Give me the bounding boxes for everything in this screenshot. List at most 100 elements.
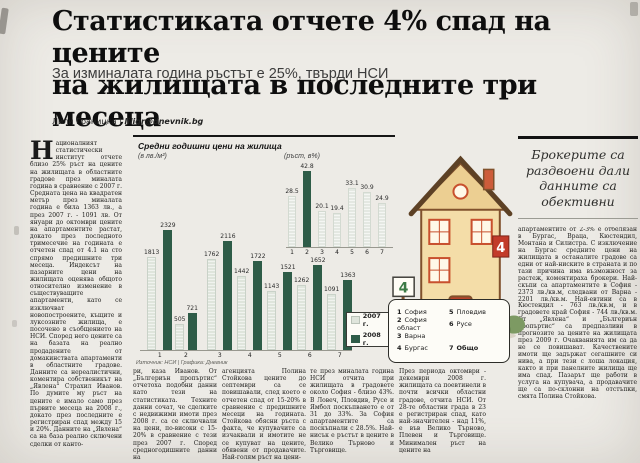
x-tick: 6 (365, 249, 369, 256)
legend-city-3: 3 Варна (397, 332, 449, 340)
x-tick: 5 (277, 352, 282, 359)
price-bars-plot: 1813 2329 1 505 721 2 1762 2116 3 1442 1722 4 1143 15… (140, 222, 356, 359)
growth-value-label: 42.8 (300, 163, 314, 170)
growth-bar-fill (318, 211, 326, 247)
headline-line-1: Статистиката отчете 4% спад на цените (52, 6, 551, 69)
headline-line-2: на жилищата в последните три месеца (52, 70, 537, 133)
bar-column: 1091 (324, 286, 339, 350)
bar-value-label: 1262 (294, 277, 310, 284)
bar-2008 (283, 272, 293, 350)
legend-city-name: Варна (404, 332, 426, 340)
bar-value-label: 505 (174, 316, 186, 323)
growth-bar-highlight (303, 171, 311, 247)
bar-column: 1262 (294, 277, 309, 350)
price-bar-pair: 1442 1722 4 (234, 253, 266, 359)
x-tick: 6 (307, 352, 312, 359)
legend-label-2008: 2008 г. (362, 331, 381, 347)
bar-value-label: 1652 (310, 257, 326, 264)
growth-value-label: 33.1 (345, 180, 359, 187)
chart-top-rule (133, 135, 395, 137)
bar-column: 2116 (220, 233, 236, 350)
dropcap: Н (30, 140, 54, 165)
bar-value-label: 1363 (340, 272, 356, 279)
bar-column: 1442 (234, 268, 249, 350)
scan-artifact (0, 7, 9, 35)
x-tick: 4 (335, 249, 339, 256)
chimney (482, 168, 495, 191)
bar-column: 721 (186, 305, 198, 350)
article-column-4: те през миналата година НСИ отчита при ж… (310, 368, 394, 454)
bar-value-label: 2116 (220, 233, 236, 240)
bar-value-label: 2329 (160, 222, 176, 229)
legend-city-4: 4 Бургас (397, 344, 449, 352)
growth-value-label: 24.9 (375, 195, 389, 202)
price-bar-pair: 1762 2116 3 (204, 233, 236, 359)
legend-city-name: Общо (456, 344, 479, 352)
x-tick: 1 (290, 249, 294, 256)
legend-entry-2007: 2007 г. (351, 312, 388, 328)
article-column-5: През периода октомври - декември 2008 г.… (399, 368, 486, 454)
growth-bar-fill (288, 196, 296, 247)
legend-entry-2008: 2008 г. (351, 331, 388, 347)
legend-label-2007: 2007 г. (362, 312, 381, 328)
legend-city-6: 6 Русе (449, 320, 501, 328)
bar-2007 (175, 324, 185, 350)
legend-city-7: 7 Общо (449, 344, 501, 352)
growth-bar: 20.1 3 (315, 203, 329, 256)
chart-title: Средни годишни цени на жилища (138, 141, 282, 151)
legend-city-number: 6 (449, 320, 454, 328)
x-tick: 3 (320, 249, 324, 256)
bar-2008 (163, 230, 173, 350)
byline: Лили Границка | liligr@dnevnik.bg (52, 117, 203, 126)
bar-2008 (223, 241, 233, 350)
bar-value-label: 1722 (250, 253, 266, 260)
legend-city-number: 1 (397, 308, 402, 316)
growth-bar-fill (378, 203, 386, 247)
byline-email: liligr@dnevnik.bg (124, 117, 204, 126)
bar-value-label: 1442 (234, 268, 250, 275)
banner-sign (492, 235, 510, 258)
window-mullions (429, 219, 492, 283)
bar-2007 (207, 259, 217, 350)
bar-value-label: 1762 (204, 251, 220, 258)
x-tick: 4 (247, 352, 252, 359)
bar-column: 505 (174, 316, 185, 350)
x-tick: 3 (217, 352, 222, 359)
legend-city-2: 2 София област (397, 316, 449, 332)
legend-city-number: 2 (397, 316, 402, 324)
x-tick: 2 (184, 352, 188, 359)
legend-city-number: 4 (397, 344, 402, 352)
bar-2007 (297, 285, 307, 350)
bar-column: 1813 (144, 249, 159, 350)
x-tick: 2 (305, 249, 309, 256)
scan-artifact (14, 226, 19, 235)
bar-column: 1652 (310, 257, 326, 350)
growth-bar-fill (363, 192, 371, 247)
legend-city-number: 3 (397, 332, 402, 340)
chart-source: Източник: НСИ | Графика: Дневник (136, 360, 228, 366)
growth-value-label: 20.1 (315, 203, 329, 210)
bar-value-label: 721 (186, 305, 198, 312)
sidebar-text: апартаментите от 2-3% е отбелязан в Бург… (518, 227, 637, 400)
bar-2008 (313, 265, 323, 350)
x-tick: 5 (350, 249, 354, 256)
banner-sign-value: 4 (496, 241, 505, 256)
bar-value-label: 1813 (144, 249, 160, 256)
bar-2008 (187, 313, 197, 350)
growth-bar: 33.1 5 (345, 180, 359, 256)
legend-city-name: Пловдив (456, 308, 486, 316)
sidebar-divider (518, 218, 638, 219)
bar-column: 1143 (264, 283, 279, 350)
growth-bar: 30.9 6 (360, 184, 373, 256)
growth-bar-fill (333, 213, 341, 247)
bar-column: 1762 (204, 251, 219, 350)
x-tick: 7 (380, 249, 384, 256)
legend-city-number: 7 (449, 344, 454, 352)
price-bar-pair: 1143 1521 5 (264, 264, 296, 359)
series-legend: 2007 г. 2008 г. (346, 312, 393, 347)
chart-left-unit: (в лв./м²) (138, 153, 167, 160)
legend-city-1: 1 София (397, 308, 449, 316)
legend-city-name: София (404, 308, 427, 316)
bar-2007 (327, 294, 337, 350)
